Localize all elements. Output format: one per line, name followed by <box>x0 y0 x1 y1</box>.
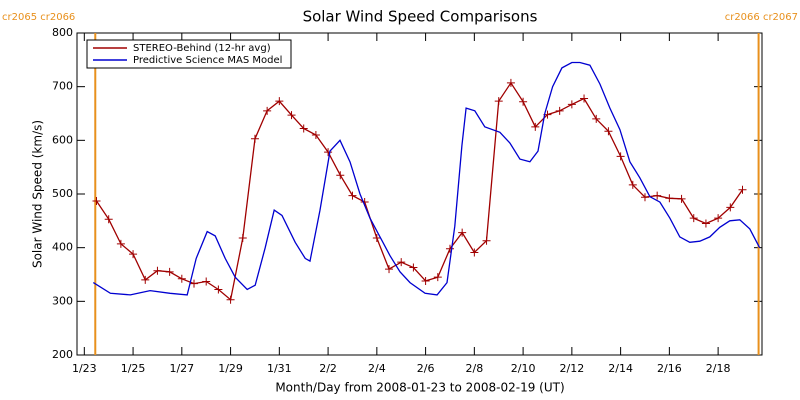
y-tick-label: 300 <box>52 294 73 307</box>
data-point <box>385 265 394 274</box>
data-point <box>92 196 101 205</box>
data-point <box>482 236 491 245</box>
x-tick-label: 2/18 <box>706 362 731 375</box>
y-tick-label: 800 <box>52 26 73 39</box>
y-tick-label: 700 <box>52 80 73 93</box>
x-tick-label: 2/12 <box>560 362 585 375</box>
x-tick-label: 1/25 <box>121 362 146 375</box>
x-tick-label: 2/8 <box>465 362 483 375</box>
data-point <box>494 97 503 106</box>
data-point <box>519 97 528 106</box>
data-point <box>689 214 698 223</box>
data-point <box>311 130 320 139</box>
x-tick-label: 2/10 <box>511 362 536 375</box>
data-point <box>214 285 223 294</box>
data-point <box>628 180 637 189</box>
y-tick-label: 200 <box>52 348 73 361</box>
series-line <box>92 61 761 296</box>
data-point <box>263 106 272 115</box>
data-point <box>604 127 613 136</box>
data-point <box>226 295 235 304</box>
data-point <box>616 152 625 161</box>
data-point <box>567 100 576 109</box>
data-point <box>653 191 662 200</box>
data-point <box>336 171 345 180</box>
data-point <box>531 122 540 131</box>
data-point <box>165 267 174 276</box>
x-tick-label: 1/31 <box>267 362 292 375</box>
data-point <box>640 193 649 202</box>
x-tick-label: 2/6 <box>417 362 435 375</box>
data-point <box>275 97 284 106</box>
data-point <box>190 279 199 288</box>
y-tick-label: 600 <box>52 133 73 146</box>
data-point <box>458 228 467 237</box>
x-tick-label: 2/4 <box>368 362 386 375</box>
data-point <box>409 263 418 272</box>
data-point <box>421 276 430 285</box>
x-axis-label: Month/Day from 2008-01-23 to 2008-02-19 … <box>275 381 564 395</box>
data-point <box>726 203 735 212</box>
data-point <box>250 134 259 143</box>
data-point <box>348 191 357 200</box>
data-point <box>701 219 710 228</box>
data-point <box>129 250 138 259</box>
y-tick-label: 400 <box>52 241 73 254</box>
data-point <box>141 275 150 284</box>
x-tick-label: 2/2 <box>319 362 337 375</box>
data-point <box>580 94 589 103</box>
data-point <box>202 277 211 286</box>
rotation-label: cr2066 cr2067 <box>725 12 798 23</box>
data-point <box>116 239 125 248</box>
data-point <box>397 258 406 267</box>
data-point <box>714 214 723 223</box>
y-tick-label: 500 <box>52 187 73 200</box>
chart-title: Solar Wind Speed Comparisons <box>303 8 538 26</box>
data-point <box>177 274 186 283</box>
data-point <box>104 215 113 224</box>
x-tick-label: 1/27 <box>169 362 194 375</box>
legend-label: STEREO-Behind (12-hr avg) <box>133 43 271 54</box>
legend-box <box>86 39 292 69</box>
data-point <box>287 111 296 120</box>
data-point <box>445 244 454 253</box>
data-point <box>299 124 308 133</box>
x-tick-label: 2/16 <box>657 362 682 375</box>
data-point <box>506 78 515 87</box>
rotation-label: cr2065 cr2066 <box>2 12 75 23</box>
data-point <box>555 106 564 115</box>
x-tick-label: 1/23 <box>72 362 97 375</box>
data-point <box>433 273 442 282</box>
data-point <box>153 266 162 275</box>
data-point <box>324 148 333 157</box>
data-point <box>238 234 247 243</box>
legend-label: Predictive Science MAS Model <box>133 55 282 66</box>
x-tick-label: 1/29 <box>218 362 243 375</box>
data-point <box>592 114 601 123</box>
data-point <box>665 194 674 203</box>
data-point <box>372 234 381 243</box>
data-point <box>738 185 747 194</box>
data-point <box>470 248 479 257</box>
data-point <box>677 194 686 203</box>
y-axis-label: Solar Wind Speed (km/s) <box>31 120 45 268</box>
x-tick-label: 2/14 <box>608 362 633 375</box>
